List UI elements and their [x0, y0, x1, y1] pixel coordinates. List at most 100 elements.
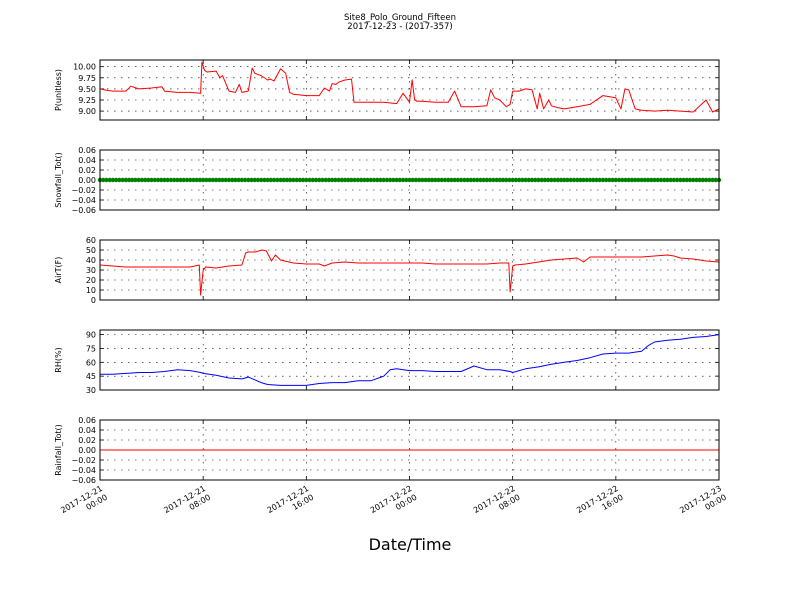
data-point: [652, 177, 657, 183]
data-point: [533, 177, 538, 183]
data-point: [249, 177, 254, 183]
data-point: [468, 177, 473, 183]
data-point: [339, 177, 344, 183]
data-point: [233, 177, 238, 183]
y-axis-label: P(unitless): [54, 69, 63, 111]
y-tick-label: 0.00: [78, 176, 96, 185]
data-point: [255, 177, 261, 183]
data-point: [333, 177, 338, 183]
data-point: [307, 177, 312, 183]
data-point: [239, 177, 245, 183]
data-point: [210, 177, 216, 183]
data-point: [323, 177, 328, 183]
data-point: [674, 177, 680, 183]
data-point: [104, 177, 109, 183]
data-point: [313, 177, 319, 183]
data-point: [101, 177, 106, 183]
data-point: [381, 177, 386, 183]
data-point: [558, 177, 564, 183]
data-point: [491, 177, 496, 183]
y-tick-label: −0.06: [71, 476, 96, 485]
plot-frame: [99, 329, 720, 391]
data-point: [668, 177, 673, 183]
data-point: [368, 177, 374, 183]
data-point: [365, 177, 370, 183]
data-point: [552, 177, 557, 183]
y-tick-label: 0.04: [78, 156, 96, 165]
data-point: [694, 177, 699, 183]
data-point: [597, 177, 602, 183]
data-point: [130, 177, 135, 183]
data-point: [288, 177, 293, 183]
x-tick-label: 2017-12-2208:00: [472, 484, 522, 524]
data-point: [165, 177, 170, 183]
data-point: [581, 177, 586, 183]
data-point: [442, 177, 448, 183]
data-point: [213, 177, 219, 183]
y-tick-label: 60: [86, 358, 96, 367]
data-point: [284, 177, 290, 183]
data-point: [120, 177, 125, 183]
data-point: [703, 177, 709, 183]
data-point: [465, 177, 470, 183]
y-tick-label: 0.02: [78, 436, 96, 445]
data-point: [246, 177, 251, 183]
data-point: [349, 177, 354, 183]
data-point: [294, 177, 299, 183]
data-point: [623, 177, 628, 183]
data-point: [452, 177, 457, 183]
data-point: [394, 177, 399, 183]
y-tick-label: 9.25: [78, 96, 96, 105]
data-point: [661, 177, 667, 183]
data-point: [455, 177, 461, 183]
plot-frame: [99, 149, 720, 211]
data-point: [626, 177, 631, 183]
data-point: [252, 177, 257, 183]
panel-5: −0.06−0.04−0.020.000.020.040.06 Rainfall_…: [54, 416, 720, 485]
data-point: [400, 177, 406, 183]
data-point: [113, 177, 119, 183]
data-point: [568, 177, 573, 183]
data-point: [378, 177, 383, 183]
data-point: [436, 177, 441, 183]
data-point: [258, 177, 264, 183]
y-axis-label: Rainfall_Tot(): [54, 424, 63, 476]
data-point: [526, 177, 531, 183]
y-tick-label: 0.06: [78, 146, 96, 155]
data-point: [397, 177, 403, 183]
data-point: [107, 177, 112, 183]
series-line: [99, 61, 720, 113]
data-point: [217, 177, 222, 183]
data-point: [159, 177, 164, 183]
data-point: [687, 177, 693, 183]
data-point: [194, 177, 199, 183]
y-tick-label: 75: [86, 344, 96, 353]
data-point: [700, 177, 706, 183]
data-point: [317, 177, 322, 183]
data-point: [271, 177, 277, 183]
y-tick-label: 0.02: [78, 166, 96, 175]
y-tick-label: 9.50: [78, 85, 96, 94]
data-point: [304, 177, 309, 183]
x-tick-label: 2017-12-2108:00: [162, 484, 212, 524]
data-point: [707, 177, 712, 183]
plot-frame: [99, 419, 720, 481]
x-tick-label: 2017-12-2200:00: [369, 484, 419, 524]
data-point: [562, 177, 567, 183]
data-point: [184, 177, 190, 183]
x-tick-labels: 2017-12-2100:00 2017-12-2108:00 2017-12-21…: [59, 484, 728, 524]
data-point: [484, 177, 490, 183]
data-point: [178, 177, 183, 183]
data-point: [262, 177, 267, 183]
data-point: [391, 177, 396, 183]
data-point: [549, 177, 554, 183]
y-tick-label: 45: [86, 372, 96, 381]
data-point: [300, 177, 306, 183]
data-point: [223, 177, 228, 183]
data-point: [139, 177, 145, 183]
data-point: [684, 177, 689, 183]
data-point: [410, 177, 415, 183]
data-point: [352, 177, 357, 183]
y-tick-label: 0.00: [78, 446, 96, 455]
data-point: [536, 177, 541, 183]
